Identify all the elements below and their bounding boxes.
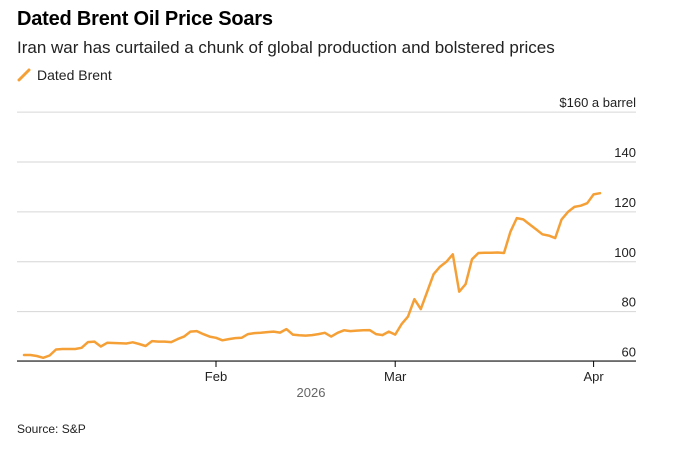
legend: Dated Brent [17,66,112,84]
source-note: Source: S&P [17,422,86,436]
chart-title: Dated Brent Oil Price Soars [17,8,273,30]
legend-swatch-dated-brent [17,68,31,82]
legend-label-dated-brent: Dated Brent [37,67,112,83]
x-tick-label-feb: Feb [205,369,227,384]
series-line-dated-brent [22,191,602,360]
y-tick-label-120: 120 [614,195,636,210]
x-year-label: 2026 [297,385,326,400]
x-axis [17,360,636,367]
chart-subtitle: Iran war has curtailed a chunk of global… [17,38,555,57]
gridlines [17,111,636,362]
x-tick-label-mar: Mar [384,369,407,384]
y-tick-label-60: 60 [622,345,636,360]
y-tick-label-160: $160 a barrel [559,95,636,110]
y-tick-label-140: 140 [614,145,636,160]
series-dated-brent [22,191,602,360]
x-tick-label-apr: Apr [583,369,604,384]
y-tick-label-80: 80 [622,295,636,310]
axis-labels: $160 a barrel 140 120 100 80 60 Feb Mar Apr 2026 [205,95,636,400]
y-tick-label-100: 100 [614,245,636,260]
